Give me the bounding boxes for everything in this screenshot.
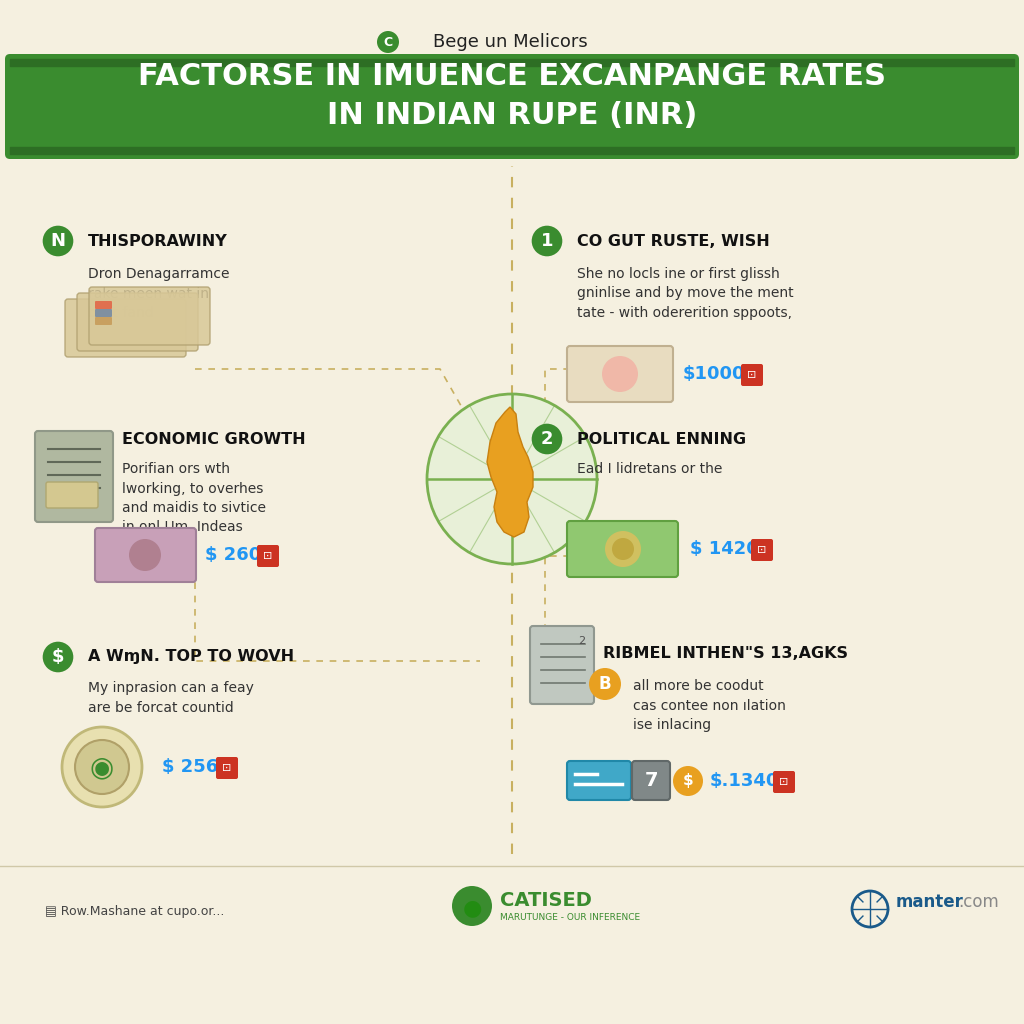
Circle shape: [602, 356, 638, 392]
Circle shape: [452, 886, 492, 926]
Text: RIBMEL INTHEN"S 13,AGKS: RIBMEL INTHEN"S 13,AGKS: [603, 646, 848, 662]
Text: ⊡: ⊡: [263, 551, 272, 561]
Text: POLITICAL ENNING: POLITICAL ENNING: [577, 431, 746, 446]
Circle shape: [129, 539, 161, 571]
Circle shape: [377, 31, 399, 53]
Text: .com: .com: [958, 893, 998, 911]
Text: CO GUT RUSTE, WISH: CO GUT RUSTE, WISH: [577, 233, 770, 249]
Text: $ 256: $ 256: [162, 758, 218, 776]
FancyBboxPatch shape: [95, 309, 112, 317]
Text: N: N: [50, 232, 66, 250]
Text: $1000: $1000: [683, 365, 745, 383]
Text: FACTORSE IN IMUENCE EXCANPANGE RATES
IN INDIAN RUPE (INR): FACTORSE IN IMUENCE EXCANPANGE RATES IN …: [138, 62, 886, 130]
Text: all more be coodut
cas contee non ılation
ise inlacing: all more be coodut cas contee non ılatio…: [633, 679, 785, 732]
FancyBboxPatch shape: [751, 539, 773, 561]
Text: $ 260: $ 260: [205, 546, 261, 564]
Text: C: C: [383, 36, 392, 48]
FancyBboxPatch shape: [567, 521, 678, 577]
FancyBboxPatch shape: [95, 528, 196, 582]
Text: $.1340: $.1340: [710, 772, 779, 790]
Text: ▲: ▲: [469, 888, 475, 894]
Text: manter: manter: [896, 893, 964, 911]
Text: ▤ Row.Mashane at cupo.or...: ▤ Row.Mashane at cupo.or...: [45, 905, 224, 919]
Text: 1: 1: [541, 232, 553, 250]
Text: 2: 2: [541, 430, 553, 449]
Text: ⊡: ⊡: [222, 763, 231, 773]
Text: ◉: ◉: [90, 753, 114, 781]
FancyBboxPatch shape: [741, 364, 763, 386]
Text: ●: ●: [462, 898, 481, 918]
Text: $ 1420: $ 1420: [690, 540, 759, 558]
FancyBboxPatch shape: [89, 287, 210, 345]
Text: MARUTUNGE - OUR INFERENCE: MARUTUNGE - OUR INFERENCE: [500, 913, 640, 923]
Text: Bege un Melicors: Bege un Melicors: [432, 33, 588, 51]
FancyBboxPatch shape: [567, 761, 631, 800]
FancyBboxPatch shape: [35, 431, 113, 522]
FancyBboxPatch shape: [5, 54, 1019, 159]
FancyBboxPatch shape: [530, 626, 594, 705]
FancyBboxPatch shape: [95, 317, 112, 325]
Text: Dron Denagarramce
rake meen wat in
bost fand: Dron Denagarramce rake meen wat in bost …: [88, 267, 229, 319]
FancyBboxPatch shape: [46, 482, 98, 508]
Circle shape: [589, 668, 621, 700]
FancyBboxPatch shape: [257, 545, 279, 567]
Text: 2: 2: [578, 636, 585, 646]
Circle shape: [62, 727, 142, 807]
Circle shape: [605, 531, 641, 567]
Text: 7: 7: [644, 771, 657, 791]
Text: $: $: [683, 773, 693, 788]
Text: CATISED: CATISED: [500, 892, 592, 910]
Text: She no locls ine or first glissh
gninlise and by move the ment
tate - with odere: She no locls ine or first glissh gninlis…: [577, 267, 794, 319]
FancyBboxPatch shape: [77, 293, 198, 351]
Text: ECONOMIC GROWTH: ECONOMIC GROWTH: [122, 431, 305, 446]
Text: ⊡: ⊡: [748, 370, 757, 380]
Circle shape: [75, 740, 129, 794]
Circle shape: [427, 394, 597, 564]
Text: Ead I lidretans or the: Ead I lidretans or the: [577, 462, 722, 476]
Text: A WɱN. TOP TO WOVH: A WɱN. TOP TO WOVH: [88, 649, 294, 665]
Circle shape: [612, 538, 634, 560]
Text: B: B: [599, 675, 611, 693]
Text: My inprasion can a feay
are be forcat countid: My inprasion can a feay are be forcat co…: [88, 681, 254, 715]
Text: THISPORAWINY: THISPORAWINY: [88, 233, 227, 249]
Text: ⊡: ⊡: [779, 777, 788, 787]
FancyBboxPatch shape: [216, 757, 238, 779]
Text: $: $: [52, 648, 65, 666]
FancyBboxPatch shape: [65, 299, 186, 357]
FancyBboxPatch shape: [95, 301, 112, 309]
FancyBboxPatch shape: [632, 761, 670, 800]
Circle shape: [673, 766, 703, 796]
Polygon shape: [487, 407, 534, 537]
Text: Porifian ors wth
lworking, to overhes
and maidis to sivtice
in onl Uɱ, Indeas: Porifian ors wth lworking, to overhes an…: [122, 462, 266, 535]
FancyBboxPatch shape: [567, 346, 673, 402]
Text: ⊡: ⊡: [758, 545, 767, 555]
FancyBboxPatch shape: [773, 771, 795, 793]
